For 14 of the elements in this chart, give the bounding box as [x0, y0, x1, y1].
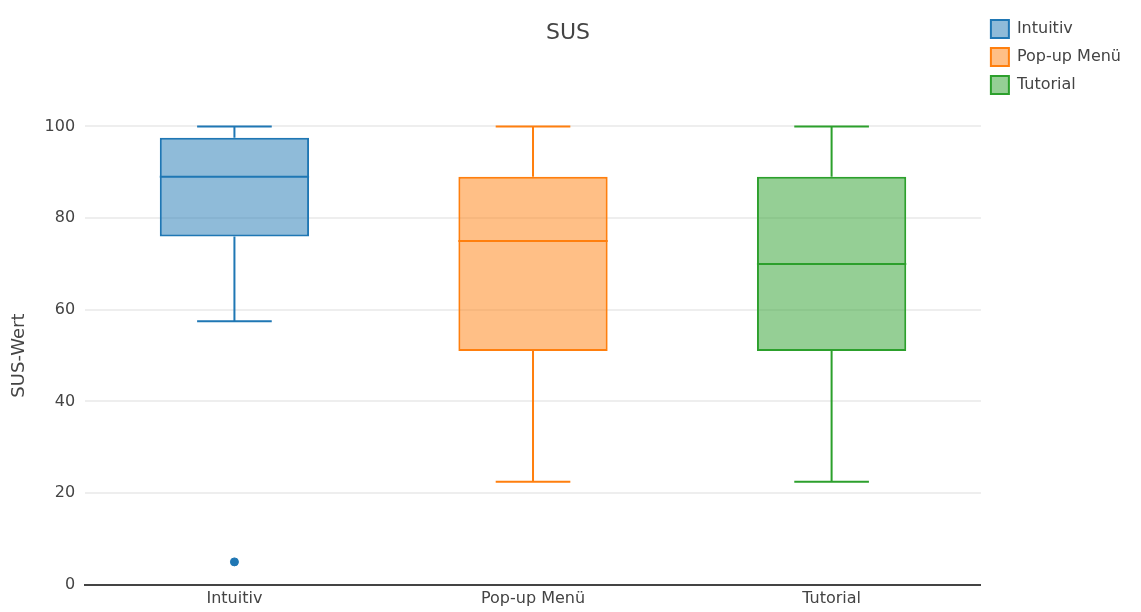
y-axis-title: SUS-Wert — [7, 313, 29, 398]
x-tick-label: Intuitiv — [206, 587, 263, 607]
chart-title: SUS — [545, 18, 591, 44]
y-tick-label: 0 — [64, 573, 76, 593]
legend-label: Tutorial — [1015, 74, 1076, 94]
y-tick-label: 100 — [44, 115, 76, 135]
legend-label: Pop-up Menü — [1016, 46, 1121, 66]
y-tick-label: 20 — [54, 482, 76, 502]
y-tick-label: 40 — [54, 390, 76, 410]
y-tick-label: 80 — [54, 207, 76, 227]
y-tick-label: 60 — [54, 298, 76, 318]
x-tick-label: Pop-up Menü — [480, 587, 586, 607]
legend-label: Intuitiv — [1016, 18, 1073, 38]
x-tick-label: Tutorial — [801, 587, 862, 607]
